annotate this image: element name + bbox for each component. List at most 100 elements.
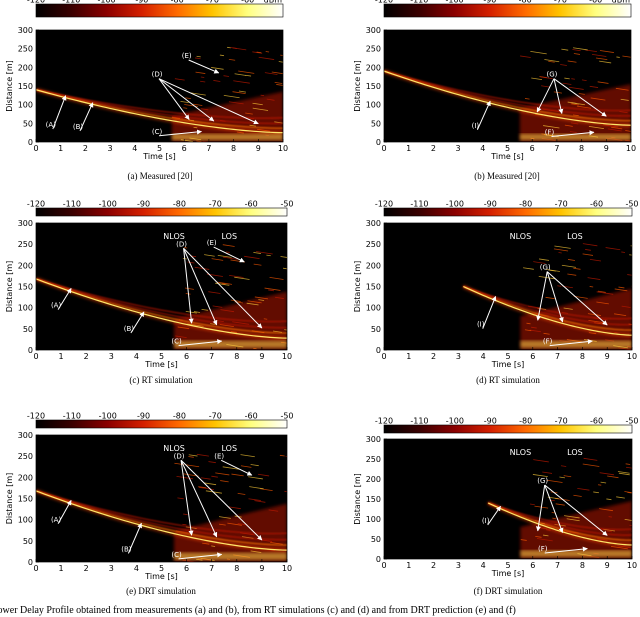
x-tick-label: 9 [259, 352, 264, 361]
reflection-path [463, 285, 632, 320]
multipath-streak [614, 288, 628, 292]
multipath-streak [174, 462, 184, 466]
multipath-streak [187, 261, 195, 264]
multipath-streak [284, 329, 287, 331]
y-tick-label: 100 [18, 101, 33, 110]
colorbar-tick-label: -120 [375, 200, 393, 209]
multipath-streak [564, 77, 570, 80]
multipath-streak [588, 319, 604, 324]
multipath-streak [617, 471, 630, 474]
heatmap-image [487, 457, 632, 559]
multipath-streak [557, 285, 562, 287]
y-tick-label: 300 [366, 435, 381, 444]
colorbar-tick-label: -50 [625, 417, 638, 426]
y-tick-label: 250 [18, 452, 33, 461]
multipath-streak [533, 261, 546, 264]
multipath-streak [559, 476, 565, 479]
multipath-streak [624, 491, 632, 494]
multipath-streak [274, 81, 283, 84]
multipath-streak [190, 92, 206, 96]
multipath-streak [184, 104, 198, 107]
multipath-streak [573, 47, 588, 51]
x-tick-label: 8 [579, 144, 584, 153]
multipath-streak [228, 58, 236, 61]
multipath-streak [273, 330, 283, 333]
direct-path [36, 278, 287, 339]
multipath-streak [217, 254, 232, 258]
annotation-arrow [158, 78, 190, 120]
multipath-streak [621, 251, 626, 253]
annotation-label: (F) [543, 338, 553, 346]
ground-reflection-band [520, 340, 632, 348]
annotation-arrow [158, 129, 202, 137]
colorbar-tick-label: -100 [99, 200, 117, 209]
multipath-streak [532, 474, 548, 478]
multipath-streak [195, 71, 206, 74]
multipath-streak [625, 130, 631, 132]
x-tick-label: 10 [626, 144, 636, 153]
multipath-streak [212, 305, 223, 308]
multipath-streak [182, 473, 199, 477]
colorbar-tick-label: -70 [209, 412, 222, 421]
multipath-streak [260, 94, 265, 97]
multipath-streak [619, 111, 628, 114]
x-tick-label: 1 [59, 564, 64, 573]
annotation-arrow [553, 78, 607, 117]
multipath-streak [227, 46, 231, 49]
multipath-streak [562, 82, 572, 85]
annotation-arrow [553, 78, 564, 115]
colorbar-tick-label: -70 [209, 200, 222, 209]
annotation-arrow [482, 295, 497, 329]
x-tick-label: 4 [134, 564, 139, 573]
y-tick-label: 150 [18, 495, 33, 504]
multipath-streak [624, 519, 632, 521]
multipath-streak [233, 80, 250, 84]
colorbar-tick-label: -120 [27, 200, 45, 209]
colorbar-tick-label: -110 [62, 0, 80, 5]
x-tick-label: 7 [206, 144, 211, 153]
colorbar-tick-label: -70 [555, 417, 568, 426]
y-tick-label: 300 [366, 219, 381, 228]
annotation-label: (B) [73, 123, 84, 131]
multipath-streak [174, 78, 185, 81]
multipath-streak [279, 454, 285, 457]
y-tick-label: 150 [366, 82, 381, 91]
x-tick-label: 10 [627, 561, 637, 570]
multipath-streak [621, 305, 631, 308]
multipath-streak [253, 263, 262, 266]
annotation-arrow [544, 484, 608, 536]
multipath-streak [261, 539, 273, 542]
multipath-streak [276, 84, 283, 86]
multipath-streak [590, 97, 606, 101]
y-tick-label: 250 [366, 240, 381, 249]
multipath-streak [182, 513, 188, 516]
colorbar-a: -120 -110 -100 -90 -80 -70 -60 dBm [27, 0, 284, 18]
multipath-streak [535, 535, 542, 538]
x-tick-label: 4 [132, 144, 137, 153]
multipath-streak [250, 464, 259, 467]
multipath-streak [571, 78, 575, 80]
colorbar-d: -120 -110 -100 -90 -80 -70 -60 -50 [375, 200, 639, 217]
multipath-streak [260, 488, 273, 492]
multipath-streak [256, 51, 262, 54]
colorbar-e: -120 -110 -100 -90 -80 -70 -60 -50 [27, 412, 294, 429]
multipath-streak [530, 326, 537, 329]
multipath-streak [605, 247, 621, 251]
panel-caption: (b) Measured [20] [474, 171, 539, 181]
annotation-label: (G) [537, 477, 548, 485]
multipath-streak [563, 307, 573, 310]
multipath-streak [254, 500, 266, 503]
annotation-arrow [52, 95, 67, 130]
multipath-streak [576, 105, 592, 109]
x-tick-label: 4 [481, 561, 486, 570]
multipath-streak [585, 249, 591, 251]
multipath-streak [249, 124, 257, 127]
multipath-streak [544, 59, 560, 63]
colorbar-tick-label: -90 [137, 412, 150, 421]
multipath-streak [582, 253, 594, 256]
multipath-streak [589, 85, 599, 88]
multipath-streak [218, 523, 226, 526]
multipath-streak [204, 482, 217, 486]
multipath-streak [182, 523, 187, 526]
multipath-streak [244, 255, 260, 260]
